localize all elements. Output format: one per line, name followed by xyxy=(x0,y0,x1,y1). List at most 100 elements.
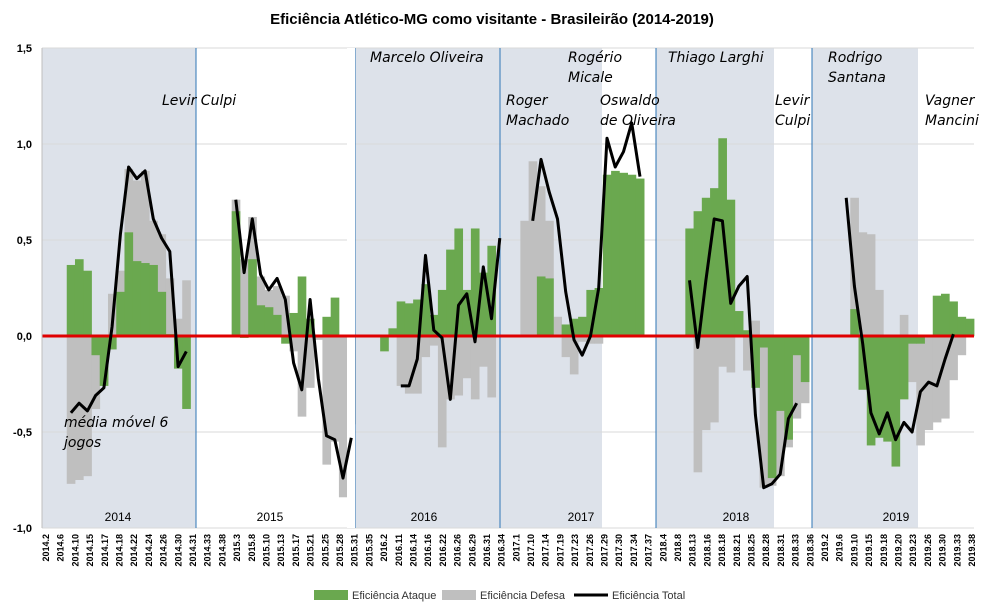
coach-label-line: Culpi xyxy=(775,113,810,129)
attack-bar xyxy=(726,199,736,336)
x-tick-label: 2016.26 xyxy=(453,534,463,567)
x-tick-label: 2018.18 xyxy=(717,534,727,567)
x-tick-label: 2018.4 xyxy=(658,534,668,562)
defense-bar xyxy=(470,336,480,400)
defense-bar xyxy=(454,336,464,396)
x-tick-label: 2018.8 xyxy=(673,534,683,562)
x-tick-label: 2015.10 xyxy=(262,534,272,567)
moving-average-note: média móvel 6 jogos xyxy=(62,415,168,451)
defense-bar xyxy=(289,336,299,352)
coach-label: Levir Culpi xyxy=(162,93,236,109)
x-tick-label: 2017.30 xyxy=(614,534,624,567)
defense-bar xyxy=(83,336,92,477)
attack-bar xyxy=(74,259,84,336)
year-label: 2014 xyxy=(105,510,132,524)
attack-bar xyxy=(594,288,604,336)
attack-bar xyxy=(264,307,274,336)
legend-swatch xyxy=(442,590,476,600)
legend-label: Eficiência Ataque xyxy=(352,590,436,602)
x-tick-label: 2015.8 xyxy=(247,534,257,562)
attack-bar xyxy=(231,211,241,336)
x-tick-label: 2015.3 xyxy=(232,534,242,562)
attack-bar xyxy=(932,295,942,336)
gap-strip xyxy=(347,48,355,528)
attack-bar xyxy=(83,270,92,336)
attack-bar xyxy=(388,328,398,336)
x-tick-label: 2016.16 xyxy=(423,534,433,567)
x-tick-label: 2017.10 xyxy=(526,534,536,567)
x-tick-label: 2017.1 xyxy=(511,534,521,562)
attack-bar xyxy=(784,336,793,440)
x-tick-label: 2019.38 xyxy=(967,534,977,567)
attack-bar xyxy=(602,174,612,336)
defense-bar xyxy=(726,336,736,373)
x-tick-label: 2018.36 xyxy=(805,534,815,567)
x-tick-label: 2017.37 xyxy=(644,534,654,567)
x-tick-label: 2019.30 xyxy=(938,534,948,567)
attack-bar xyxy=(66,264,76,336)
attack-bar xyxy=(248,259,257,336)
defense-bar xyxy=(932,336,942,423)
defense-bar xyxy=(173,318,183,336)
x-tick-label: 2016.31 xyxy=(482,534,492,567)
attack-bar xyxy=(627,174,637,336)
y-tick-label: -0,5 xyxy=(13,427,32,439)
defense-bar xyxy=(569,336,579,375)
attack-bar xyxy=(767,336,777,479)
x-tick-label: 2014.18 xyxy=(115,534,125,567)
moving-average-note-text: média móvel 6 jogos xyxy=(62,415,168,451)
x-tick-label: 2016.22 xyxy=(438,534,448,567)
attack-bar xyxy=(693,211,703,336)
x-tick-label: 2015.35 xyxy=(364,534,374,567)
x-tick-label: 2019.2 xyxy=(820,534,830,562)
x-tick-label: 2014.15 xyxy=(85,534,95,567)
defense-bar xyxy=(305,336,315,388)
attack-bar xyxy=(875,336,884,438)
y-axis-ticks: 1,5 1,0 0,5 0,0 -0,5 -1,0 xyxy=(13,43,43,535)
defense-bar xyxy=(792,336,802,419)
coach-label: Vagner Mancini xyxy=(925,93,979,129)
defense-bar xyxy=(875,289,884,336)
attack-bar xyxy=(305,318,315,336)
defense-bar xyxy=(536,186,546,336)
attack-bar xyxy=(322,316,332,336)
x-tick-label: 2016.34 xyxy=(497,534,507,567)
attack-bar xyxy=(149,264,158,336)
attack-bar xyxy=(413,299,422,336)
x-tick-label: 2019.33 xyxy=(952,534,962,567)
attack-bar xyxy=(380,336,389,352)
x-tick-label: 2014.22 xyxy=(129,534,139,567)
attack-bar xyxy=(635,178,645,336)
defense-bar xyxy=(693,336,703,473)
chart-title: Eficiência Atlético-MG como visitante - … xyxy=(270,11,714,28)
x-tick-label: 2017.29 xyxy=(600,534,610,567)
attack-bar xyxy=(297,276,307,336)
defense-bar xyxy=(338,336,348,498)
x-tick-label: 2016.2 xyxy=(379,534,389,562)
attack-bar xyxy=(957,316,967,336)
defense-bar xyxy=(165,278,175,336)
year-labels: 2014 2015 2016 2017 2018 2019 xyxy=(105,510,910,524)
x-tick-label: 2018.21 xyxy=(732,534,742,567)
attack-bar xyxy=(800,336,810,383)
attack-bar xyxy=(586,289,596,336)
attack-bar xyxy=(281,336,290,344)
x-tick-label: 2014.2 xyxy=(41,534,51,562)
year-label: 2015 xyxy=(257,510,284,524)
x-tick-label: 2017.26 xyxy=(585,534,595,567)
attack-bar xyxy=(107,336,117,350)
defense-bar xyxy=(949,336,958,381)
defense-bar xyxy=(140,170,150,336)
x-tick-label: 2017.14 xyxy=(541,534,551,567)
coach-label-line: Roger xyxy=(506,93,549,109)
total-efficiency-line xyxy=(69,121,955,490)
coach-label-line: Rodrigo xyxy=(828,50,882,66)
x-tick-label: 2014.6 xyxy=(56,534,66,562)
attack-bar xyxy=(91,336,101,356)
x-axis-ticks: 2014.2 2014.6 2014.10 2014.15 2014.17 2014.18… xyxy=(41,534,977,567)
attack-bar xyxy=(116,291,125,336)
attack-bar xyxy=(404,303,414,336)
x-tick-label: 2014.30 xyxy=(173,534,183,567)
total-line-segment xyxy=(844,197,955,442)
